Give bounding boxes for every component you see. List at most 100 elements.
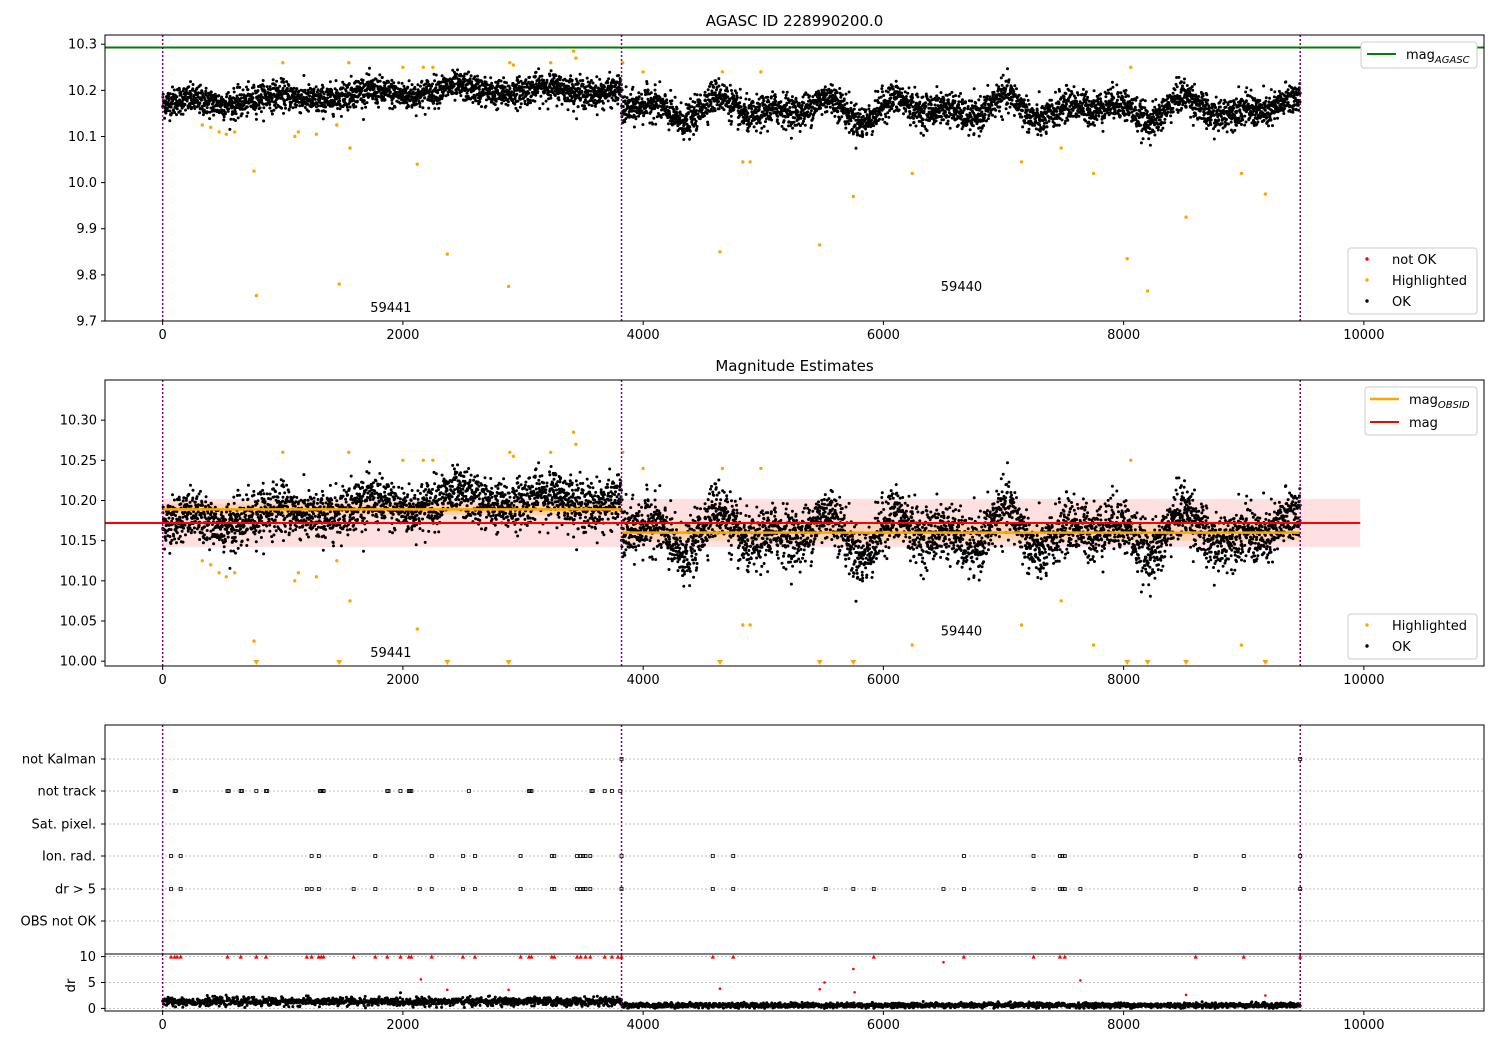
ok-point [341,80,345,84]
ok-point [295,103,299,107]
ok-point [578,87,582,91]
ok-point [474,99,478,103]
ok-point [476,74,479,78]
ok-point [246,88,250,92]
ok-point [972,87,976,91]
ok-point [1021,125,1025,129]
ok-point [254,106,258,110]
ok-point [268,106,272,110]
ok-point [849,101,853,105]
ok-point [758,102,762,106]
ok-point [298,104,302,108]
ok-point [606,81,610,85]
ok-point [590,104,594,108]
ok-point [833,114,837,118]
ok-point [1007,78,1011,82]
ok-point [283,99,287,103]
ok-point [1027,102,1031,106]
ok-point [307,83,311,87]
ok-point [678,116,682,120]
ok-point [188,89,192,93]
ok-point [198,101,202,105]
ok-point [502,76,506,80]
ok-point [595,113,599,117]
ok-point [964,100,968,104]
ok-point [1095,118,1099,122]
ok-point [939,121,943,125]
ok-point [414,114,418,118]
ok-point [489,76,493,80]
ok-point [658,96,662,100]
ok-point [669,102,673,106]
ok-point [705,111,709,115]
ok-point [692,133,696,136]
ok-point [549,94,553,97]
ok-point [333,100,337,104]
ok-point [308,94,311,98]
ok-point [1063,98,1066,102]
ok-point [169,105,173,109]
ok-point [470,80,474,84]
ok-point [193,107,197,110]
ok-point [566,108,570,112]
ok-point [254,117,258,121]
ok-point [569,74,573,78]
ok-point [1107,91,1111,95]
ok-point [852,107,856,111]
ok-point [306,88,310,92]
ok-point [284,106,287,110]
ok-point [175,113,178,117]
ok-point [651,122,655,126]
ok-point [870,133,874,137]
ok-point [580,89,584,93]
ok-point [575,117,579,121]
ok-point [1057,123,1061,127]
ok-point [291,106,295,110]
ok-point [471,101,475,104]
ok-point [775,118,779,122]
ok-point [904,95,908,98]
ok-point [806,110,810,114]
ok-point [1054,90,1057,94]
ok-point [785,90,789,94]
ok-point [345,105,349,109]
ok-point [675,107,679,111]
ok-point [371,97,375,101]
ok-point [201,113,205,117]
ok-point [316,88,320,92]
ok-point [196,91,200,95]
ok-point [320,88,324,92]
ok-point [245,105,249,109]
ok-point [610,106,614,110]
ok-point [270,112,274,116]
ok-point [908,112,912,116]
ok-point [877,101,881,105]
ok-point [762,99,766,103]
ok-point [1045,125,1049,129]
ok-point [493,103,497,107]
ok-point [606,99,610,103]
ok-point [645,111,649,115]
ok-point [624,85,628,89]
ok-point [924,104,928,108]
ok-point [706,88,710,92]
ok-point [1100,121,1104,125]
ok-point [278,84,282,88]
ok-point [1074,96,1077,100]
ok-point [796,110,800,114]
ok-point [929,95,933,99]
ok-point [704,99,707,103]
ok-point [431,82,434,86]
ok-point [392,81,396,85]
ok-point [540,74,544,78]
ok-point [202,108,206,112]
ok-point [715,103,719,107]
ok-point [706,120,710,124]
ok-point [757,108,761,111]
ok-point [986,83,990,87]
ok-point [749,122,753,126]
ok-point [1052,113,1056,117]
ok-point [912,116,915,120]
ok-point [268,85,272,89]
